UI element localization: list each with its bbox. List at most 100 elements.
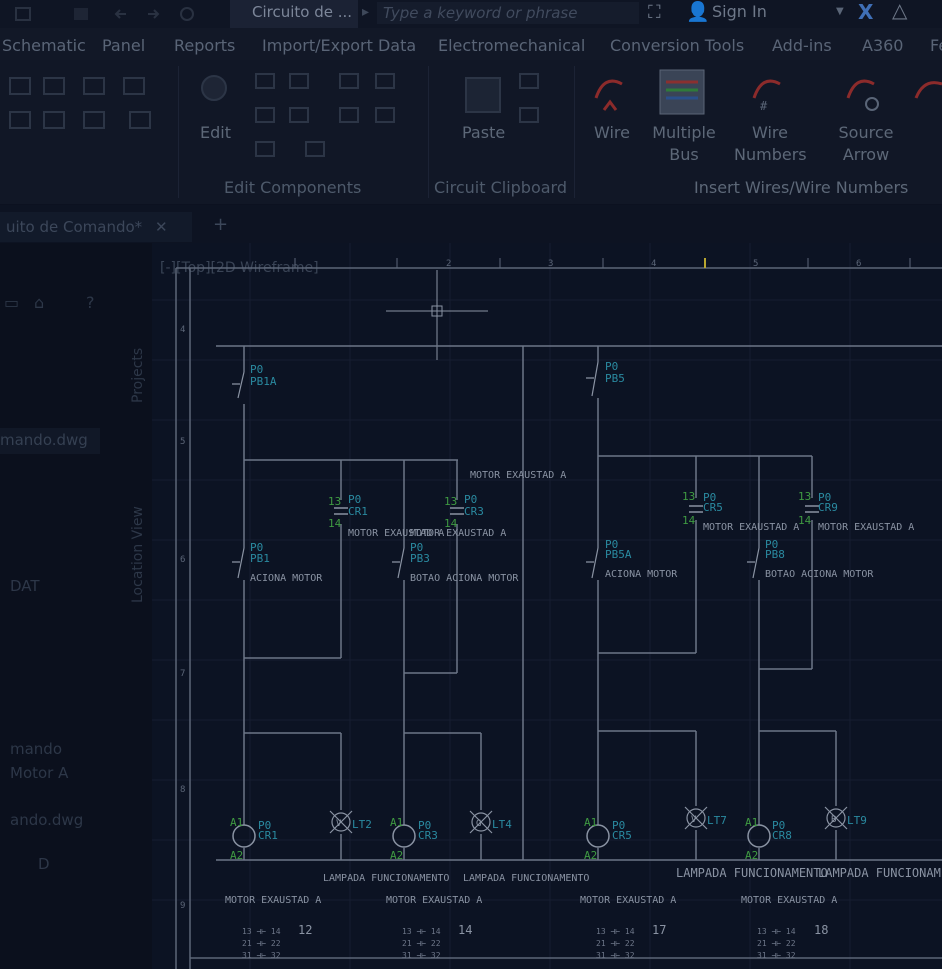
chevron-right-icon: ▸ [362, 4, 370, 20]
svg-text:21 ⊣⊢ 22: 21 ⊣⊢ 22 [402, 939, 441, 948]
exchange-icon[interactable]: X [858, 0, 874, 24]
svg-text:31 ⊣⊢ 32: 31 ⊣⊢ 32 [757, 951, 796, 960]
svg-text:A2: A2 [390, 849, 403, 862]
ribbon-separator [428, 66, 429, 198]
paste-button[interactable]: Paste [462, 123, 506, 142]
location-view-vertical-tab[interactable]: Location View [130, 506, 146, 603]
sign-in-link[interactable]: Sign In [712, 2, 767, 21]
svg-text:13 ⊣⊢ 14: 13 ⊣⊢ 14 [596, 927, 635, 936]
svg-text:18: 18 [814, 923, 828, 937]
svg-text:P0: P0 [605, 360, 618, 373]
file-tab-active[interactable]: uito de Comando* ✕ [0, 212, 192, 242]
tab-add-ins[interactable]: Add-ins [772, 36, 832, 55]
source-arrow-button[interactable]: Source Arrow [838, 123, 894, 164]
panel-title-insert-wires[interactable]: Insert Wires/Wire Numbers [694, 178, 909, 197]
svg-text:LT9: LT9 [847, 814, 867, 827]
svg-text:P0: P0 [464, 493, 477, 506]
svg-text:P0: P0 [772, 819, 785, 832]
svg-text:13: 13 [328, 495, 341, 508]
svg-text:21 ⊣⊢ 22: 21 ⊣⊢ 22 [757, 939, 796, 948]
svg-text:CR1: CR1 [258, 829, 278, 842]
svg-text:#: # [760, 99, 768, 113]
svg-text:31 ⊣⊢ 32: 31 ⊣⊢ 32 [402, 951, 441, 960]
crosshair-cursor [386, 270, 488, 360]
redo-icon[interactable] [144, 4, 162, 24]
svg-text:MOTOR EXAUSTAD A: MOTOR EXAUSTAD A [410, 528, 506, 539]
svg-text:PB3: PB3 [410, 552, 430, 565]
ruler-number: 6 [856, 259, 861, 269]
lock-icon[interactable]: ⌂ [34, 293, 45, 312]
svg-text:MOTOR EXAUSTAD A: MOTOR EXAUSTAD A [386, 895, 482, 906]
reference-numbers: 12 14 17 18 [298, 923, 828, 937]
tab-conversion-tools[interactable]: Conversion Tools [610, 36, 745, 55]
new-tab-icon[interactable]: + [213, 214, 229, 235]
tree-item-motor[interactable]: Motor A [10, 764, 69, 782]
svg-text:13: 13 [682, 490, 695, 503]
row-number: 9 [180, 901, 185, 911]
document-title-tab[interactable]: Circuito de ... [230, 0, 358, 28]
tree-item-dat[interactable]: DAT [10, 577, 40, 595]
svg-text:P0: P0 [818, 491, 831, 504]
svg-text:PB1: PB1 [250, 552, 270, 565]
drawing-canvas[interactable] [152, 243, 942, 969]
svg-text:12: 12 [298, 923, 312, 937]
svg-text:LAMPADA FUNCIONAMENTO: LAMPADA FUNCIONAMENTO [676, 866, 828, 880]
svg-text:P0: P0 [348, 493, 361, 506]
tab-panel[interactable]: Panel [102, 36, 146, 55]
svg-text:13 ⊣⊢ 14: 13 ⊣⊢ 14 [757, 927, 796, 936]
svg-text:P0: P0 [605, 538, 618, 551]
tab-import-export[interactable]: Import/Export Data [262, 36, 417, 55]
workspace-icon[interactable] [178, 4, 196, 24]
wire-button[interactable]: Wire [594, 123, 630, 142]
projects-vertical-tab[interactable]: Projects [130, 347, 146, 403]
svg-text:13 ⊣⊢ 14: 13 ⊣⊢ 14 [402, 927, 441, 936]
multiple-bus-button[interactable]: Multiple Bus [652, 123, 716, 164]
tree-item-d[interactable]: D [38, 855, 50, 873]
coil-symbols [232, 824, 771, 848]
svg-text:A1: A1 [230, 816, 243, 829]
quick-access-icon[interactable] [14, 4, 32, 24]
tab-electromechanical[interactable]: Electromechanical [438, 36, 586, 55]
tab-reports[interactable]: Reports [174, 36, 236, 55]
svg-text:31 ⊣⊢ 32: 31 ⊣⊢ 32 [242, 951, 281, 960]
terminal-numbers: 13 14 13 14 13 14 13 14 A1 A2 A1 A2 A1 A2 A1 A2 [230, 490, 812, 862]
chevron-down-icon[interactable]: ▼ [836, 6, 844, 17]
project-toolbar: ▭ ⌂ ? [0, 293, 120, 319]
tree-item-dwg[interactable]: ando.dwg [10, 811, 84, 829]
descriptive-labels: MOTOR EXAUSTAD A MOTOR EXAUSTAD A MOTOR … [225, 470, 942, 906]
svg-text:CR8: CR8 [772, 829, 792, 842]
edit-button[interactable]: Edit [200, 123, 231, 142]
ribbon-panel [0, 60, 942, 204]
svg-text:13 ⊣⊢ 14: 13 ⊣⊢ 14 [242, 927, 281, 936]
schematic-drawing[interactable]: 2 3 4 5 6 4 5 6 7 8 9 [152, 243, 942, 969]
svg-text:P0: P0 [258, 819, 271, 832]
file-list-item-selected[interactable]: mando.dwg [0, 428, 100, 454]
tree-item-comando[interactable]: mando [10, 740, 63, 758]
row-number: 4 [180, 325, 185, 335]
svg-text:PB1A: PB1A [250, 375, 277, 388]
svg-text:MOTOR EXAUSTAD A: MOTOR EXAUSTAD A [348, 528, 444, 539]
cross-reference-blocks: 13 ⊣⊢ 14 21 ⊣⊢ 22 31 ⊣⊢ 32 13 ⊣⊢ 14 21 ⊣⊢ 2… [242, 927, 796, 960]
folder-icon[interactable]: ▭ [4, 293, 20, 312]
search-input[interactable]: Type a keyword or phrase [377, 2, 639, 24]
close-icon[interactable]: ✕ [154, 218, 168, 236]
ruler-number: 4 [651, 259, 656, 269]
help-icon[interactable]: ? [86, 293, 95, 312]
svg-text:V: V [336, 819, 342, 829]
save-icon[interactable] [72, 4, 90, 24]
binoculars-icon[interactable]: ⛶ [648, 2, 661, 23]
svg-text:14: 14 [458, 923, 472, 937]
wire-numbers-button[interactable]: Wire Numbers [734, 123, 807, 164]
ruler-number: 2 [446, 259, 451, 269]
tab-a360[interactable]: A360 [862, 36, 904, 55]
project-manager-pane: ▭ ⌂ ? mando.dwg DAT mando Motor A ando.d… [0, 243, 152, 969]
tab-schematic[interactable]: Schematic [2, 36, 86, 55]
pushbutton-symbols [232, 361, 760, 579]
user-icon: 👤 [686, 1, 710, 23]
panel-title-edit-components[interactable]: Edit Components [224, 178, 362, 197]
tab-featured[interactable]: Fe [930, 36, 942, 55]
svg-text:14: 14 [328, 517, 342, 530]
undo-icon[interactable] [112, 4, 130, 24]
a360-icon[interactable]: △ [892, 0, 908, 22]
svg-text:CR5: CR5 [703, 501, 723, 514]
